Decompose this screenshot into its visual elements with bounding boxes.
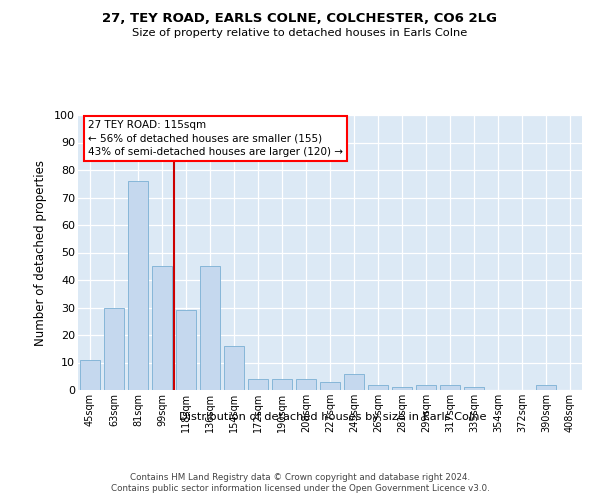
Bar (152, 266, 172, 390)
Bar (296, 379, 316, 390)
Y-axis label: Number of detached properties: Number of detached properties (34, 160, 47, 346)
Bar (272, 379, 292, 390)
Text: 27 TEY ROAD: 115sqm
← 56% of detached houses are smaller (155)
43% of semi-detac: 27 TEY ROAD: 115sqm ← 56% of detached ho… (88, 120, 343, 157)
Bar (440, 384, 460, 390)
Bar (536, 384, 556, 390)
Text: Contains HM Land Registry data © Crown copyright and database right 2024.: Contains HM Land Registry data © Crown c… (130, 472, 470, 482)
Bar (392, 387, 412, 390)
Bar (368, 384, 388, 390)
Text: 27, TEY ROAD, EARLS COLNE, COLCHESTER, CO6 2LG: 27, TEY ROAD, EARLS COLNE, COLCHESTER, C… (103, 12, 497, 26)
Bar (176, 310, 196, 390)
Text: Size of property relative to detached houses in Earls Colne: Size of property relative to detached ho… (133, 28, 467, 38)
Bar (80, 360, 100, 390)
Bar (320, 382, 340, 390)
Bar (416, 384, 436, 390)
Bar (104, 308, 124, 390)
Text: Contains public sector information licensed under the Open Government Licence v3: Contains public sector information licen… (110, 484, 490, 493)
Bar (224, 346, 244, 390)
Bar (464, 387, 484, 390)
Bar (128, 181, 148, 390)
Text: Distribution of detached houses by size in Earls Colne: Distribution of detached houses by size … (179, 412, 487, 422)
Bar (344, 374, 364, 390)
Bar (248, 379, 268, 390)
Bar (200, 266, 220, 390)
